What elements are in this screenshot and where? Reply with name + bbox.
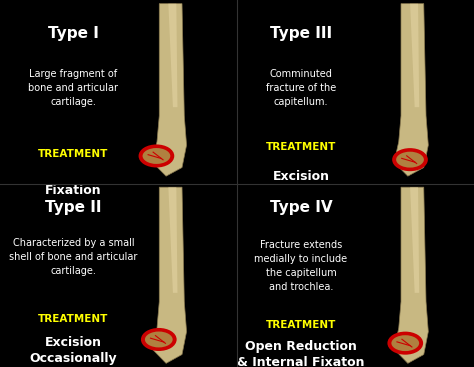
Ellipse shape — [390, 334, 420, 352]
Text: TREATMENT: TREATMENT — [266, 320, 336, 330]
Polygon shape — [410, 4, 419, 107]
Text: Type II: Type II — [45, 200, 102, 215]
Polygon shape — [394, 187, 428, 363]
Polygon shape — [168, 4, 177, 107]
Text: Fracture extends
medially to include
the capitellum
and trochlea.: Fracture extends medially to include the… — [255, 240, 347, 292]
Text: Fixation: Fixation — [45, 184, 102, 197]
Polygon shape — [410, 187, 419, 293]
Text: TREATMENT: TREATMENT — [38, 149, 109, 159]
Text: Open Reduction
& Internal Fixaton: Open Reduction & Internal Fixaton — [237, 339, 365, 367]
Polygon shape — [168, 187, 177, 293]
Text: Excision: Excision — [273, 170, 329, 183]
Text: Characterized by a small
shell of bone and articular
cartilage.: Characterized by a small shell of bone a… — [9, 238, 137, 276]
Text: Comminuted
fracture of the
capitellum.: Comminuted fracture of the capitellum. — [266, 69, 336, 107]
Ellipse shape — [395, 151, 425, 169]
Polygon shape — [153, 4, 187, 176]
Polygon shape — [153, 187, 187, 363]
Text: Type IV: Type IV — [270, 200, 332, 215]
Text: TREATMENT: TREATMENT — [38, 314, 109, 324]
Text: Excision
Occasionally: Excision Occasionally — [30, 336, 117, 365]
Text: Type III: Type III — [270, 26, 332, 40]
Ellipse shape — [144, 330, 174, 349]
Text: TREATMENT: TREATMENT — [266, 142, 336, 152]
Polygon shape — [394, 4, 428, 176]
Text: Large fragment of
bone and articular
cartilage.: Large fragment of bone and articular car… — [28, 69, 118, 107]
Ellipse shape — [141, 147, 172, 165]
Text: Type I: Type I — [48, 26, 99, 40]
